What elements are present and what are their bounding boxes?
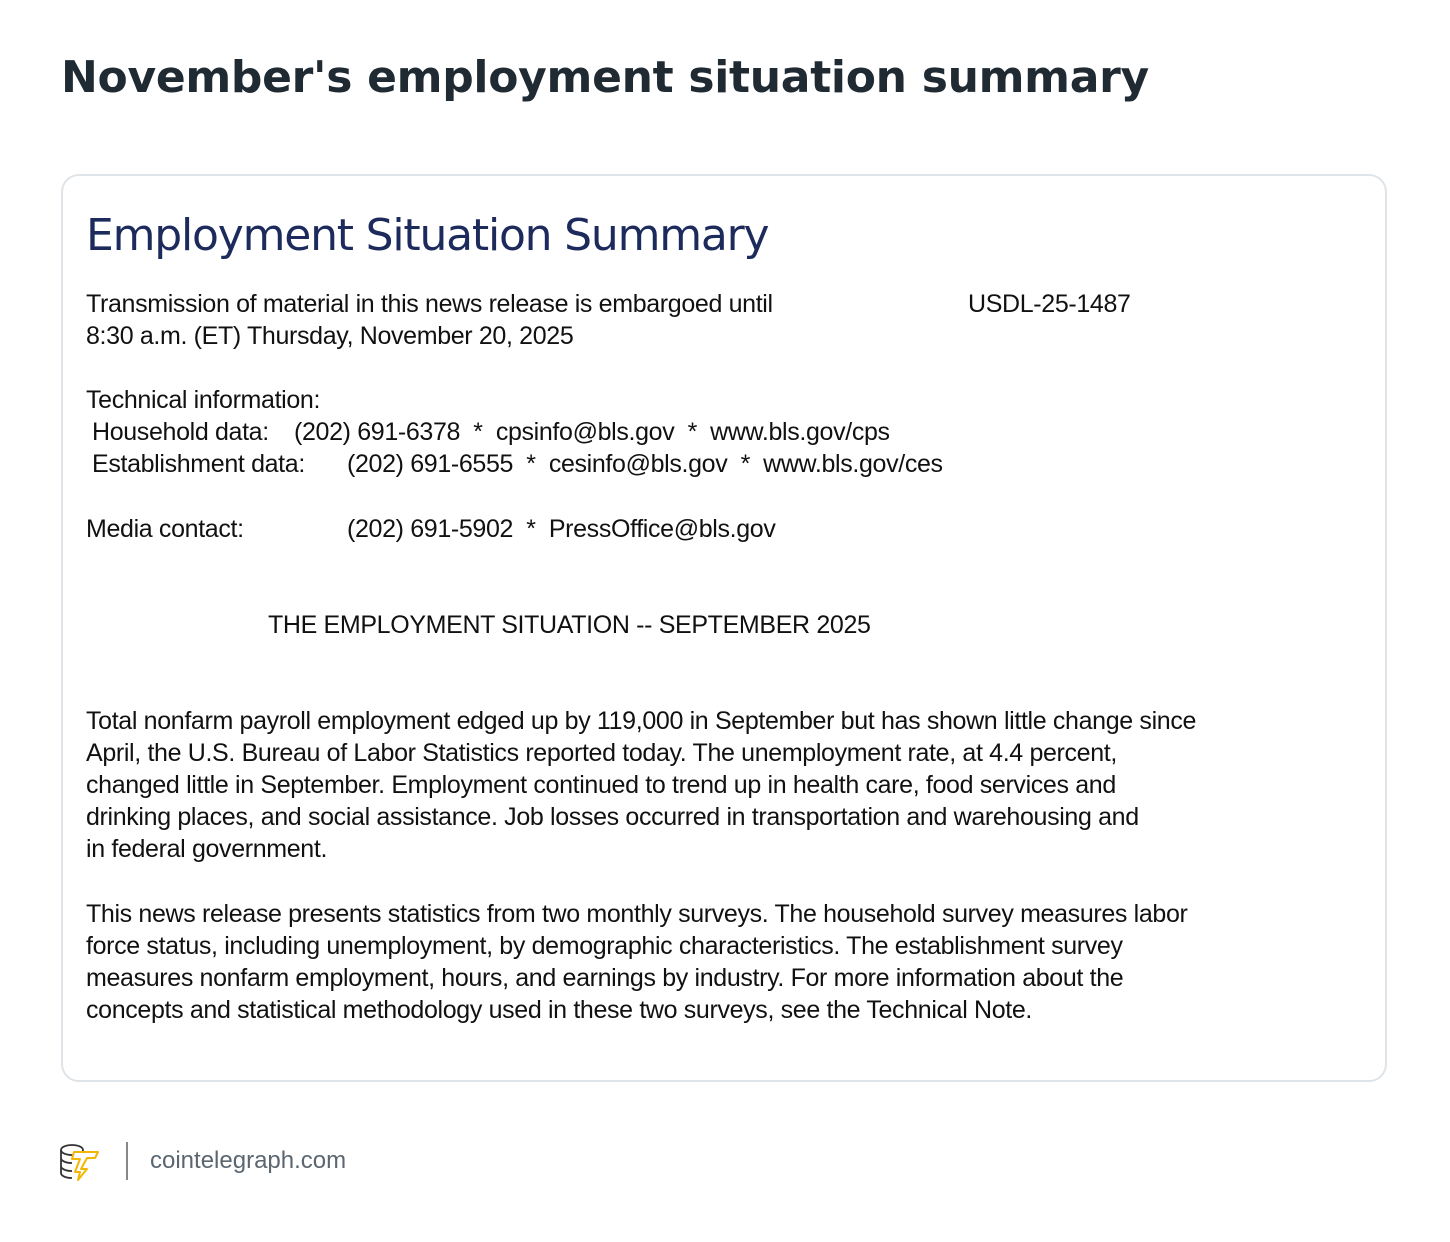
release-id: USDL-25-1487	[968, 290, 1131, 318]
paragraph-line: April, the U.S. Bureau of Labor Statisti…	[86, 739, 1117, 767]
paragraph-line: concepts and statistical methodology use…	[86, 996, 1033, 1024]
section-heading: THE EMPLOYMENT SITUATION -- SEPTEMBER 20…	[268, 611, 871, 639]
media-contact: (202) 691-5902 * PressOffice@bls.gov	[347, 515, 776, 543]
establishment-label: Establishment data:	[92, 450, 305, 478]
cointelegraph-logo-icon	[58, 1142, 104, 1187]
paragraph-line: This news release presents statistics fr…	[86, 900, 1188, 928]
paragraph-line: drinking places, and social assistance. …	[86, 803, 1139, 831]
household-contact: (202) 691-6378 * cpsinfo@bls.gov * www.b…	[294, 418, 890, 446]
paragraph-line: Total nonfarm payroll employment edged u…	[86, 707, 1197, 735]
document-card	[61, 174, 1387, 1082]
paragraph-line: changed little in September. Employment …	[86, 771, 1116, 799]
paragraph-line: force status, including unemployment, by…	[86, 932, 1123, 960]
embargo-line-2: 8:30 a.m. (ET) Thursday, November 20, 20…	[86, 322, 574, 350]
footer-site: cointelegraph.com	[150, 1147, 347, 1174]
establishment-contact: (202) 691-6555 * cesinfo@bls.gov * www.b…	[347, 450, 943, 478]
paragraph-line: measures nonfarm employment, hours, and …	[86, 964, 1124, 992]
tech-info-label: Technical information:	[86, 386, 321, 414]
embargo-line-1: Transmission of material in this news re…	[86, 290, 773, 318]
headline: November's employment situation summary	[61, 52, 1149, 103]
document-title: Employment Situation Summary	[86, 210, 770, 261]
paragraph-line: in federal government.	[86, 835, 328, 863]
media-label: Media contact:	[86, 515, 244, 543]
footer-divider	[126, 1142, 128, 1180]
household-label: Household data:	[92, 418, 269, 446]
